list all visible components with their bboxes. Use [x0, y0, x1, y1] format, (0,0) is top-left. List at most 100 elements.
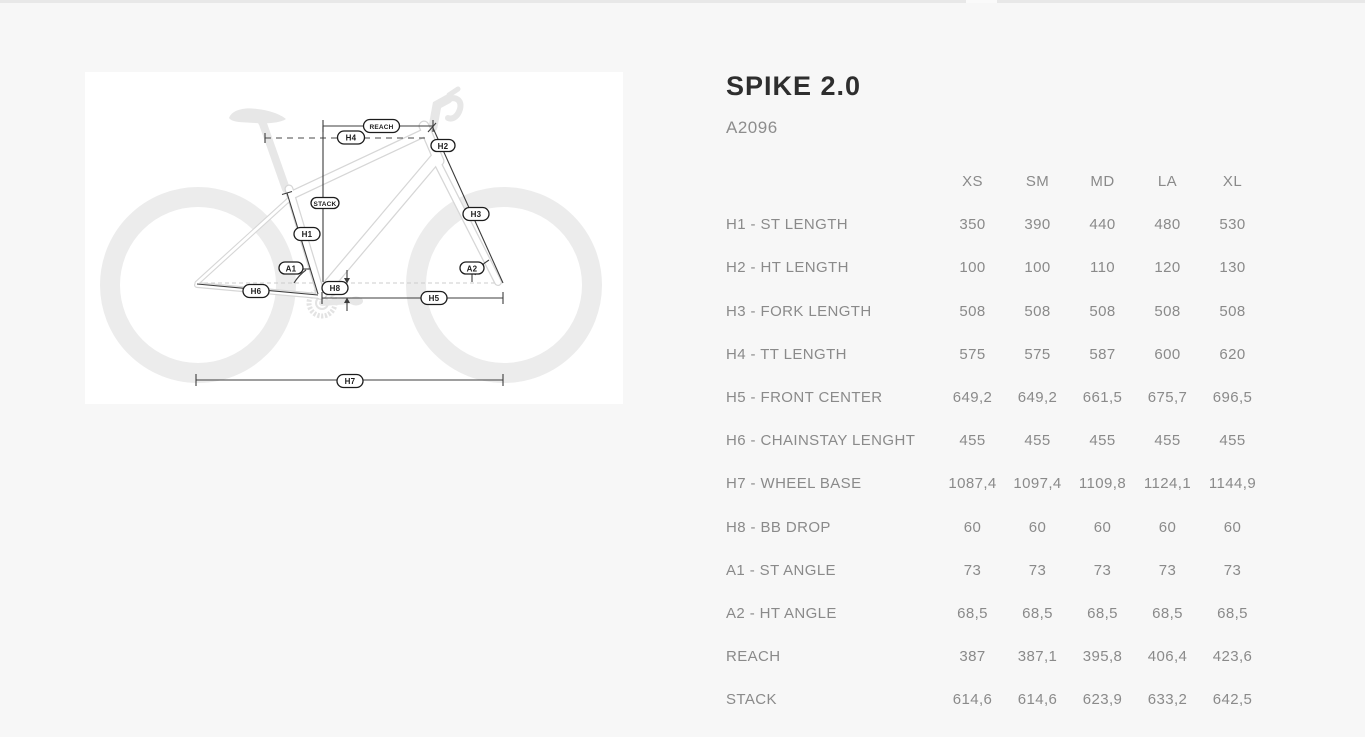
row-label: H2 - HT LENGTH	[726, 259, 849, 277]
row-value: 100	[1024, 259, 1051, 277]
row-value: 455	[1024, 432, 1051, 450]
row-value: 387,1	[1017, 648, 1058, 666]
size-header-sm: SM	[1025, 173, 1050, 191]
row-value: 587	[1089, 345, 1116, 363]
row-label: H5 - FRONT CENTER	[726, 389, 883, 407]
row-value: 455	[1154, 432, 1181, 450]
svg-text:H6: H6	[251, 287, 262, 296]
dim-label-a2: A2	[459, 261, 485, 275]
geometry-diagram-panel: REACH H4 H2 STACK H3 H1 A1 A2	[85, 72, 623, 404]
dim-label-stack: STACK	[310, 196, 340, 210]
table-row-h7-wheel-base: H7 - WHEEL BASE 1087,4 1097,4 1109,8 112…	[726, 462, 1271, 505]
size-header-la: LA	[1157, 173, 1178, 191]
dim-label-h2: H2	[430, 138, 456, 153]
row-label: H3 - FORK LENGTH	[726, 302, 872, 320]
row-value: 68,5	[1022, 604, 1053, 622]
row-label: H7 - WHEEL BASE	[726, 475, 862, 493]
row-value: 661,5	[1082, 389, 1123, 407]
row-value: 620	[1219, 345, 1246, 363]
row-value: 73	[1158, 561, 1177, 579]
row-value: 100	[959, 259, 986, 277]
row-value: 633,2	[1147, 691, 1188, 709]
row-value: 73	[1223, 561, 1242, 579]
row-label: H1 - ST LENGTH	[726, 216, 849, 234]
dim-label-h8: H8	[321, 280, 349, 296]
row-value: 575	[959, 345, 986, 363]
row-value: 423,6	[1212, 648, 1253, 666]
row-value: 68,5	[1152, 604, 1183, 622]
svg-text:H5: H5	[429, 294, 440, 303]
dim-label-h1: H1	[293, 226, 321, 242]
row-value: 649,2	[952, 389, 993, 407]
dim-label-h5: H5	[420, 290, 448, 306]
row-value: 1087,4	[948, 475, 997, 493]
svg-text:H7: H7	[345, 377, 356, 386]
table-row-h8-bb-drop: H8 - BB DROP 60 60 60 60 60	[726, 506, 1271, 549]
row-value: 390	[1024, 216, 1051, 234]
saddle-silhouette	[229, 108, 286, 124]
svg-text:A2: A2	[467, 264, 478, 273]
row-value: 480	[1154, 216, 1181, 234]
product-header: SPIKE 2.0 A2096	[726, 70, 861, 138]
dim-label-h3: H3	[462, 206, 490, 222]
table-row-h5-front-center: H5 - FRONT CENTER 649,2 649,2 661,5 675,…	[726, 376, 1271, 419]
svg-text:H2: H2	[438, 142, 449, 151]
row-value: 68,5	[957, 604, 988, 622]
pedal-silhouette	[349, 296, 363, 306]
dim-label-reach: REACH	[362, 118, 401, 134]
svg-text:A1: A1	[286, 264, 297, 273]
top-progress-strip	[0, 0, 1365, 3]
brake-lever-silhouette	[446, 86, 461, 98]
row-value: 508	[1219, 302, 1246, 320]
row-value: 675,7	[1147, 389, 1188, 407]
table-header-row: XS SM MD LA XL	[726, 160, 1271, 203]
row-value: 110	[1089, 259, 1116, 277]
row-value: 60	[1093, 518, 1112, 536]
row-value: 130	[1219, 259, 1246, 277]
row-value: 600	[1154, 345, 1181, 363]
row-label: H8 - BB DROP	[726, 518, 831, 536]
row-value: 455	[1219, 432, 1246, 450]
row-label: REACH	[726, 648, 781, 666]
seatpost-silhouette	[258, 117, 290, 193]
svg-text:H4: H4	[346, 134, 357, 143]
svg-text:H8: H8	[330, 284, 341, 293]
row-value: 1124,1	[1143, 475, 1192, 493]
row-value: 395,8	[1082, 648, 1123, 666]
row-value: 68,5	[1217, 604, 1248, 622]
row-value: 73	[963, 561, 982, 579]
row-value: 73	[1028, 561, 1047, 579]
table-row-h4-tt-length: H4 - TT LENGTH 575 575 587 600 620	[726, 333, 1271, 376]
row-value: 60	[963, 518, 982, 536]
table-row-h2-ht-length: H2 - HT LENGTH 100 100 110 120 130	[726, 246, 1271, 289]
dim-label-h4: H4	[336, 130, 366, 145]
row-value: 614,6	[1017, 691, 1058, 709]
row-label: H6 - CHAINSTAY LENGHT	[726, 432, 916, 450]
row-value: 1097,4	[1013, 475, 1062, 493]
row-label: H4 - TT LENGTH	[726, 345, 847, 363]
svg-text:STACK: STACK	[314, 201, 337, 208]
row-value: 649,2	[1017, 389, 1058, 407]
row-value: 455	[959, 432, 986, 450]
handlebar-silhouette	[445, 95, 464, 122]
row-value: 120	[1154, 259, 1181, 277]
rear-wheel-silhouette	[100, 187, 296, 383]
row-value: 508	[959, 302, 986, 320]
row-value: 508	[1089, 302, 1116, 320]
row-value: 508	[1154, 302, 1181, 320]
table-row-stack: STACK 614,6 614,6 623,9 633,2 642,5	[726, 678, 1271, 721]
row-value: 60	[1223, 518, 1242, 536]
svg-text:H1: H1	[302, 230, 313, 239]
size-header-xl: XL	[1222, 173, 1243, 191]
row-value: 575	[1024, 345, 1051, 363]
table-row-h6-chainstay-length: H6 - CHAINSTAY LENGHT 455 455 455 455 45…	[726, 419, 1271, 462]
row-value: 696,5	[1212, 389, 1253, 407]
row-value: 530	[1219, 216, 1246, 234]
steerer-stem-silhouette	[428, 94, 453, 132]
row-value: 614,6	[952, 691, 993, 709]
row-value: 623,9	[1082, 691, 1123, 709]
front-wheel-silhouette	[406, 187, 602, 383]
page-title: SPIKE 2.0	[726, 71, 862, 101]
size-header-md: MD	[1090, 173, 1115, 191]
row-value: 73	[1093, 561, 1112, 579]
